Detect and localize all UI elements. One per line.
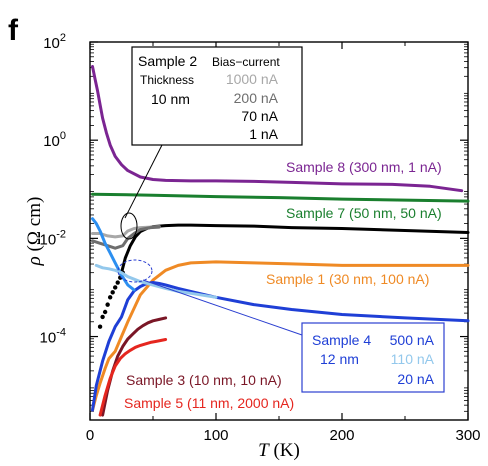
sample2-current-200: 200 nA bbox=[234, 90, 279, 106]
series-layer bbox=[91, 65, 470, 417]
series-point bbox=[110, 290, 115, 295]
sample4-highlight-ellipse bbox=[117, 259, 153, 283]
sample2-current-1000: 1000 nA bbox=[226, 71, 279, 87]
y-axis: 102 100 10-2 10-4 bbox=[40, 32, 468, 421]
x-tick-label: 200 bbox=[329, 427, 354, 444]
series-line-1 bbox=[91, 192, 470, 203]
sample2-current-1: 1 nA bbox=[249, 126, 278, 142]
sample2-inset-box bbox=[131, 46, 303, 146]
series-line-6 bbox=[91, 260, 470, 412]
sample2-title: Sample 2 bbox=[138, 53, 197, 69]
sample4-current-20: 20 nA bbox=[397, 371, 434, 387]
series-point bbox=[102, 309, 108, 315]
series-point bbox=[105, 302, 110, 307]
series-point bbox=[107, 295, 113, 300]
series-line-8 bbox=[91, 217, 136, 292]
y-tick-label: 10-4 bbox=[40, 327, 66, 347]
series-point bbox=[100, 314, 105, 320]
sample4-thickness-value: 12 nm bbox=[320, 351, 359, 367]
sample2-thickness-label: Thickness bbox=[140, 73, 194, 87]
series-line-0 bbox=[91, 65, 464, 193]
sample4-current-500: 500 nA bbox=[390, 332, 435, 348]
series-line-5 bbox=[91, 225, 161, 250]
x-axis: 0 100 200 300 bbox=[86, 42, 481, 444]
sample4-inset: Sample 4 12 nm 500 nA 110 nA 20 nA bbox=[117, 259, 445, 393]
series-line-9 bbox=[94, 263, 218, 299]
series-line-11 bbox=[98, 338, 168, 417]
sample2-thickness-value: 10 nm bbox=[151, 91, 190, 107]
y-axis-label: ρ (Ω cm) bbox=[24, 197, 45, 267]
x-tick-label: 0 bbox=[86, 427, 94, 444]
sample2-pointer bbox=[124, 144, 163, 219]
series-point bbox=[113, 285, 118, 290]
sample4-pointer bbox=[142, 279, 303, 336]
label-sample-7: Sample 7 (50 nm, 50 nA) bbox=[286, 205, 442, 221]
series-point bbox=[115, 280, 120, 285]
sample4-current-110: 110 nA bbox=[391, 351, 435, 367]
y-tick-label: 100 bbox=[43, 130, 66, 150]
label-sample-1: Sample 1 (30 nm, 100 nA) bbox=[266, 271, 429, 287]
y-tick-label: 102 bbox=[43, 32, 66, 52]
sample2-inset: Sample 2 Bias−current Thickness 10 nm 10… bbox=[120, 46, 303, 240]
sample2-bias-header: Bias−current bbox=[212, 55, 280, 69]
x-tick-label: 100 bbox=[203, 427, 228, 444]
series-line-7 bbox=[91, 281, 470, 412]
panel-label: f bbox=[8, 14, 19, 47]
sample2-highlight-ellipse bbox=[120, 212, 138, 240]
series-point bbox=[97, 324, 103, 329]
sample2-current-70: 70 nA bbox=[241, 108, 278, 124]
x-tick-label: 300 bbox=[455, 427, 480, 444]
series-line-2 bbox=[120, 223, 470, 275]
label-sample-5: Sample 5 (11 nm, 2000 nA) bbox=[124, 395, 294, 411]
label-sample-3: Sample 3 (10 nm, 10 nA) bbox=[126, 372, 282, 388]
sample4-title: Sample 4 bbox=[312, 332, 371, 348]
sample4-inset-box bbox=[301, 322, 445, 393]
y-tick-label: 10-2 bbox=[40, 228, 66, 248]
x-axis-label: T (K) bbox=[258, 440, 300, 461]
label-sample-8: Sample 8 (300 nm, 1 nA) bbox=[286, 159, 442, 175]
